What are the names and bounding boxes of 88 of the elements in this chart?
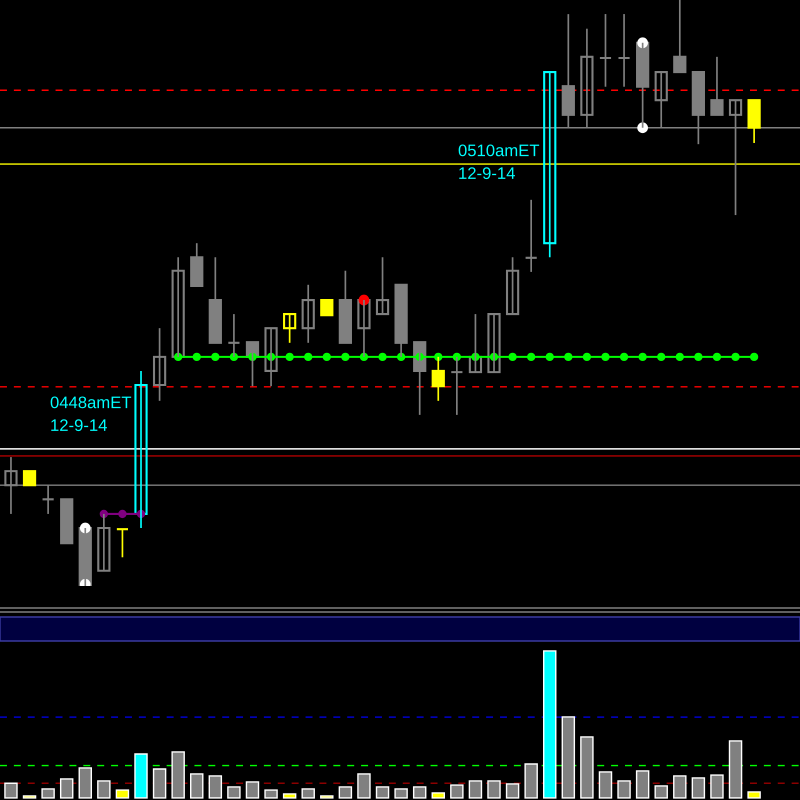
candlestick	[302, 284, 315, 344]
point	[750, 352, 758, 362]
bar	[692, 777, 706, 799]
bar	[617, 780, 631, 799]
candlestick	[376, 256, 390, 316]
bar	[376, 786, 390, 799]
bar	[152, 768, 166, 799]
bar	[487, 780, 501, 799]
point	[341, 352, 350, 362]
bar	[116, 789, 130, 799]
point	[322, 352, 331, 362]
bar	[450, 784, 464, 799]
annotation: 0448amET 12-9-14	[50, 396, 132, 432]
bar	[320, 795, 334, 799]
bar	[97, 780, 111, 799]
bar	[301, 788, 315, 799]
candlestick	[320, 298, 334, 316]
point	[582, 352, 592, 362]
bar	[357, 773, 371, 799]
bar	[710, 774, 724, 799]
bar	[673, 775, 687, 799]
bar	[227, 786, 241, 799]
bar	[134, 753, 148, 799]
point	[637, 122, 648, 134]
point	[620, 352, 628, 362]
candlestick	[673, 0, 686, 74]
bar	[41, 788, 55, 799]
bar	[22, 795, 36, 799]
bar	[338, 786, 352, 799]
bar	[636, 770, 650, 799]
bar	[747, 791, 761, 799]
bar	[282, 793, 296, 799]
candlestick	[468, 313, 482, 374]
point	[80, 522, 91, 534]
bar	[264, 789, 278, 799]
bar	[190, 773, 204, 799]
bar	[598, 771, 612, 799]
point	[527, 352, 536, 362]
bar	[468, 780, 482, 799]
candlestick	[617, 13, 631, 88]
point	[676, 352, 684, 362]
bar	[246, 781, 260, 799]
candlestick	[524, 198, 538, 273]
point	[601, 352, 610, 362]
candlestick	[116, 528, 130, 558]
candlestick	[264, 327, 278, 388]
point	[508, 352, 517, 362]
candlestick	[487, 313, 501, 374]
bar	[654, 785, 668, 799]
candlestick	[60, 498, 74, 544]
bar	[60, 778, 74, 799]
bar	[432, 792, 446, 799]
point	[118, 510, 127, 518]
annotation: 0510amET 12-9-14	[458, 144, 540, 180]
bar	[543, 650, 556, 799]
point	[285, 352, 294, 362]
candlestick	[190, 242, 204, 288]
candlestick	[283, 313, 296, 344]
candlestick	[22, 470, 36, 486]
bar	[394, 788, 408, 799]
bar	[562, 716, 576, 799]
point	[694, 352, 703, 362]
candlestick	[543, 71, 556, 258]
candlestick	[208, 256, 222, 344]
candlestick	[506, 256, 520, 316]
bar	[580, 736, 594, 799]
point	[546, 352, 554, 362]
point	[731, 352, 740, 362]
point	[564, 352, 572, 362]
bar	[171, 751, 185, 799]
candlestick	[152, 327, 166, 402]
bar	[524, 763, 538, 799]
bar	[728, 740, 742, 799]
point	[378, 352, 387, 362]
candlestick	[134, 370, 148, 529]
point	[192, 352, 201, 362]
bar	[78, 767, 92, 799]
bar	[4, 782, 18, 799]
point	[638, 352, 647, 362]
point	[304, 352, 312, 362]
point	[637, 37, 648, 48]
point	[712, 352, 722, 362]
point	[657, 352, 666, 362]
bar	[208, 775, 222, 799]
bar	[506, 783, 520, 799]
candlestick	[598, 13, 612, 88]
bar	[412, 786, 426, 799]
point	[211, 352, 220, 362]
